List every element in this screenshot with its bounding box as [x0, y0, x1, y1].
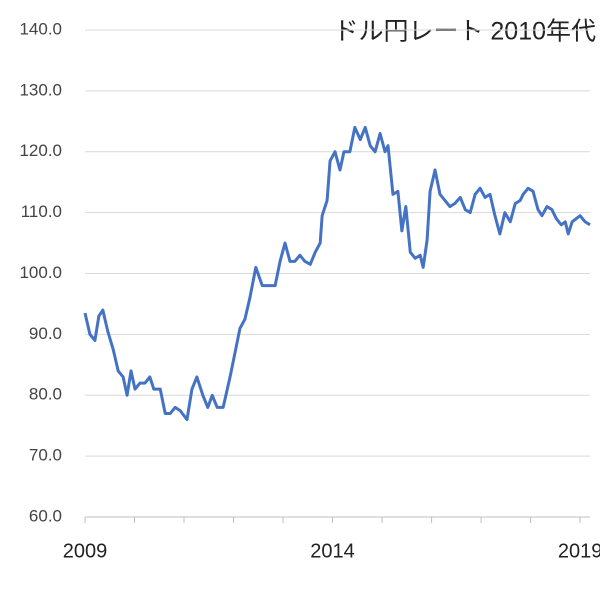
x-tick-label: 2019 — [558, 540, 600, 562]
chart-title: ドル円レート 2010年代 — [333, 18, 596, 46]
y-tick-label: 130.0 — [19, 80, 62, 99]
y-tick-label: 110.0 — [21, 202, 62, 221]
y-tick-label: 100.0 — [19, 263, 62, 282]
y-tick-label: 80.0 — [29, 385, 62, 404]
y-tick-label: 90.0 — [29, 324, 62, 343]
y-tick-label: 60.0 — [29, 506, 62, 525]
y-tick-label: 70.0 — [29, 446, 62, 465]
x-tick-label: 2009 — [63, 540, 108, 562]
y-tick-label: 140.0 — [19, 19, 62, 38]
x-tick-label: 2014 — [310, 540, 355, 562]
y-tick-label: 120.0 — [19, 141, 62, 160]
line-series — [83, 125, 591, 422]
